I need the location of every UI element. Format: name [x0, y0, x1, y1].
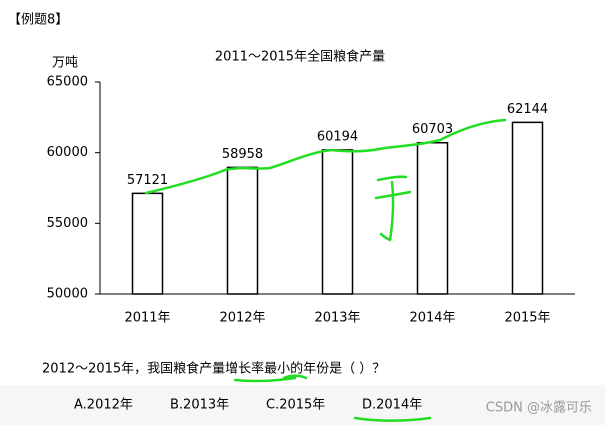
bar	[131, 192, 164, 295]
header-title: 【例题8】	[8, 13, 68, 28]
bar	[321, 149, 354, 295]
underline	[233, 376, 297, 383]
bar	[511, 121, 544, 295]
y-tick-label: 50000	[47, 287, 88, 302]
x-tick-label: 2015年	[504, 311, 550, 326]
scribble	[374, 175, 412, 242]
value-label: 60703	[412, 122, 453, 137]
bar	[416, 141, 449, 295]
value-label: 58958	[222, 147, 263, 162]
x-tick-label: 2014年	[409, 311, 455, 326]
bottom-strip	[0, 385, 605, 425]
chart-title: 2011～2015年全国粮食产量	[215, 49, 385, 65]
option: B.2013年	[170, 398, 229, 413]
y-tick-label: 55000	[47, 216, 88, 231]
underline	[353, 416, 432, 422]
bar	[226, 166, 259, 295]
x-tick-label: 2011年	[124, 311, 170, 326]
option: D.2014年	[362, 398, 422, 413]
y-tick-label: 60000	[47, 145, 88, 160]
question-text: 2012～2015年，我国粮食产量增长率最小的年份是（ ）？	[42, 361, 385, 377]
value-label: 60194	[317, 129, 358, 144]
x-tick-label: 2012年	[219, 311, 265, 326]
option: A.2012年	[74, 398, 133, 413]
y-tick-label: 65000	[47, 75, 88, 90]
trend-scribble	[144, 118, 507, 195]
y-axis-label: 万吨	[52, 56, 78, 71]
underline	[282, 374, 308, 380]
x-tick-label: 2013年	[314, 311, 360, 326]
value-label: 62144	[507, 102, 548, 117]
watermark: CSDN @冰露可乐	[486, 401, 592, 416]
handwriting	[144, 118, 507, 422]
value-label: 57121	[127, 173, 168, 188]
option: C.2015年	[266, 398, 325, 413]
